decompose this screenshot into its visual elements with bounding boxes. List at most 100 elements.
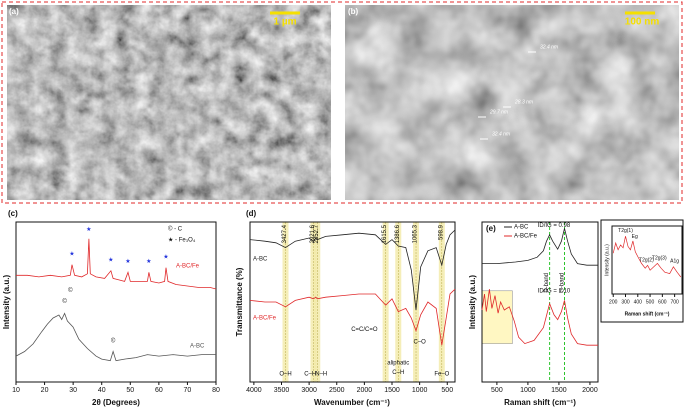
annotation: ID/IG = 0.98 bbox=[538, 223, 571, 229]
x-tick-label: 300 bbox=[621, 299, 630, 305]
annotation: ★ bbox=[108, 257, 113, 264]
x-tick-label: 500 bbox=[441, 387, 453, 394]
series-label: A-BC bbox=[253, 257, 268, 263]
annotation: Eg bbox=[632, 234, 638, 240]
series-line bbox=[249, 288, 456, 346]
x-tick-label: 1500 bbox=[384, 387, 400, 394]
series-line bbox=[249, 229, 456, 311]
legend-label: A-BC bbox=[514, 225, 529, 231]
annotation: G-band bbox=[559, 273, 565, 293]
x-tick-label: 2500 bbox=[329, 387, 345, 394]
x-tick-label: 50 bbox=[126, 387, 134, 394]
annotation: ★ bbox=[146, 258, 151, 265]
x-tick-label: 1000 bbox=[520, 387, 536, 394]
band-label: 1386.6 bbox=[395, 224, 401, 243]
band-label: 3427.4 bbox=[282, 224, 288, 243]
x-tick-label: 1000 bbox=[412, 387, 428, 394]
panel-label: (b) bbox=[348, 7, 359, 16]
band-label: 1065.3 bbox=[413, 224, 419, 243]
x-axis-label: Wavenumber (cm⁻¹) bbox=[314, 398, 390, 407]
annotation: ★ bbox=[163, 254, 168, 261]
scale-label: 1 µm bbox=[274, 17, 297, 28]
plot-frame bbox=[249, 221, 456, 383]
band-label: 2921.6 bbox=[310, 224, 316, 243]
series-label: A-BC/Fe bbox=[176, 264, 200, 270]
highlight bbox=[481, 290, 513, 344]
x-tick-label: 60 bbox=[155, 387, 163, 394]
plot-frame bbox=[611, 225, 683, 295]
x-tick-label: 10 bbox=[12, 387, 20, 394]
y-axis-label: Intensity (a.u.) bbox=[2, 275, 11, 330]
sem-image bbox=[7, 5, 331, 200]
legend-label: ★ - Fe₃O₄ bbox=[168, 237, 196, 244]
annotation: C–H bbox=[304, 372, 316, 378]
annotation: © bbox=[111, 337, 116, 344]
annotation: aliphatic bbox=[387, 360, 409, 366]
legend-label: © - C bbox=[168, 226, 183, 233]
annotation: N–H bbox=[315, 372, 327, 378]
measurement: 28.3 nm bbox=[514, 99, 533, 105]
annotation: A1g bbox=[670, 259, 679, 265]
x-axis-label: 2θ (Degrees) bbox=[92, 398, 140, 407]
inset-frame bbox=[600, 219, 684, 323]
band-label: 1615.5 bbox=[382, 224, 388, 243]
x-tick-label: 500 bbox=[646, 299, 655, 305]
x-tick-label: 80 bbox=[212, 387, 220, 394]
series-line bbox=[482, 228, 598, 266]
plot-frame bbox=[481, 221, 599, 383]
annotation: © bbox=[68, 287, 73, 294]
annotation: C=C/C=O bbox=[351, 327, 378, 333]
x-tick-label: 600 bbox=[658, 299, 667, 305]
series-line bbox=[16, 238, 217, 290]
x-tick-label: 400 bbox=[634, 299, 643, 305]
x-tick-label: 2000 bbox=[582, 387, 598, 394]
series-label: A-BC/Fe bbox=[253, 316, 277, 322]
x-tick-label: 700 bbox=[670, 299, 679, 305]
annotation: ★ bbox=[69, 251, 74, 258]
x-tick-label: 70 bbox=[184, 387, 192, 394]
x-tick-label: 1500 bbox=[551, 387, 567, 394]
x-tick-label: 20 bbox=[41, 387, 49, 394]
scale-label: 100 nm bbox=[625, 17, 660, 28]
annotation: C–H bbox=[392, 370, 404, 376]
series-label: A-BC bbox=[190, 344, 205, 350]
panel-label: (a) bbox=[9, 7, 19, 16]
panel-label: (d) bbox=[246, 209, 257, 218]
y-axis-label: Intensity (a.u.) bbox=[468, 275, 477, 330]
y-axis-label: Intensity (a.u.) bbox=[604, 244, 610, 276]
annotation: D-band bbox=[544, 273, 550, 293]
measurement: 29.7 nm bbox=[489, 109, 508, 115]
series-line bbox=[612, 236, 682, 278]
x-tick-label: 40 bbox=[98, 387, 106, 394]
measurement: 32.4 nm bbox=[492, 131, 510, 137]
x-tick-label: 3500 bbox=[274, 387, 290, 394]
x-tick-label: 2000 bbox=[357, 387, 373, 394]
sem-image bbox=[345, 5, 679, 200]
annotation: T2g(3) bbox=[652, 255, 667, 261]
annotation: T2g(1) bbox=[618, 228, 633, 234]
annotation: ★ bbox=[125, 258, 130, 265]
x-tick-label: 200 bbox=[609, 299, 618, 305]
x-tick-label: 4000 bbox=[246, 387, 262, 394]
x-tick-label: 30 bbox=[69, 387, 77, 394]
annotation: T2g(2) bbox=[639, 257, 654, 263]
series-line bbox=[15, 312, 216, 362]
x-axis-label: Raman shift (cm⁻¹) bbox=[504, 398, 576, 407]
y-axis-label: Transmittance (%) bbox=[235, 267, 244, 336]
annotation: Fe–O bbox=[434, 372, 449, 378]
plot-frame bbox=[15, 221, 217, 383]
annotation: O–H bbox=[279, 372, 291, 378]
panel-label: (e) bbox=[486, 224, 496, 233]
series-line bbox=[481, 289, 598, 346]
annotation: ★ bbox=[86, 226, 91, 233]
panel-label: (c) bbox=[8, 209, 18, 218]
annotation: © bbox=[62, 298, 67, 305]
annotation: C–O bbox=[413, 340, 426, 346]
band-label: 598.9 bbox=[438, 224, 444, 240]
measurement: 32.4 nm bbox=[540, 44, 558, 50]
x-tick-label: 500 bbox=[491, 387, 503, 394]
annotation: ID/IG = 1.10 bbox=[538, 288, 571, 294]
legend-label: A-BC/Fe bbox=[514, 234, 538, 240]
image-frame bbox=[1, 1, 683, 204]
